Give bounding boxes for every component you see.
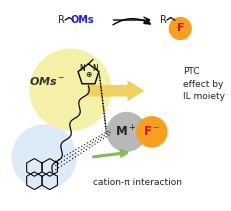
Circle shape [135,116,167,148]
Circle shape [11,124,76,190]
Text: OMs: OMs [70,15,94,25]
Circle shape [106,112,146,152]
Text: R: R [57,15,64,25]
Text: PTC
effect by
IL moiety: PTC effect by IL moiety [183,67,225,101]
Text: $\oplus$: $\oplus$ [85,70,92,79]
Text: cation-π interaction: cation-π interaction [92,178,181,187]
Circle shape [168,17,191,40]
Text: M$^+$: M$^+$ [114,124,136,139]
FancyArrow shape [87,80,144,101]
Circle shape [29,49,111,131]
Text: OMs$^-$: OMs$^-$ [29,75,65,87]
Text: F: F [176,23,183,34]
Text: N: N [92,64,98,73]
Text: N: N [79,64,84,73]
Text: R: R [159,15,166,25]
Text: F$^-$: F$^-$ [142,125,160,138]
